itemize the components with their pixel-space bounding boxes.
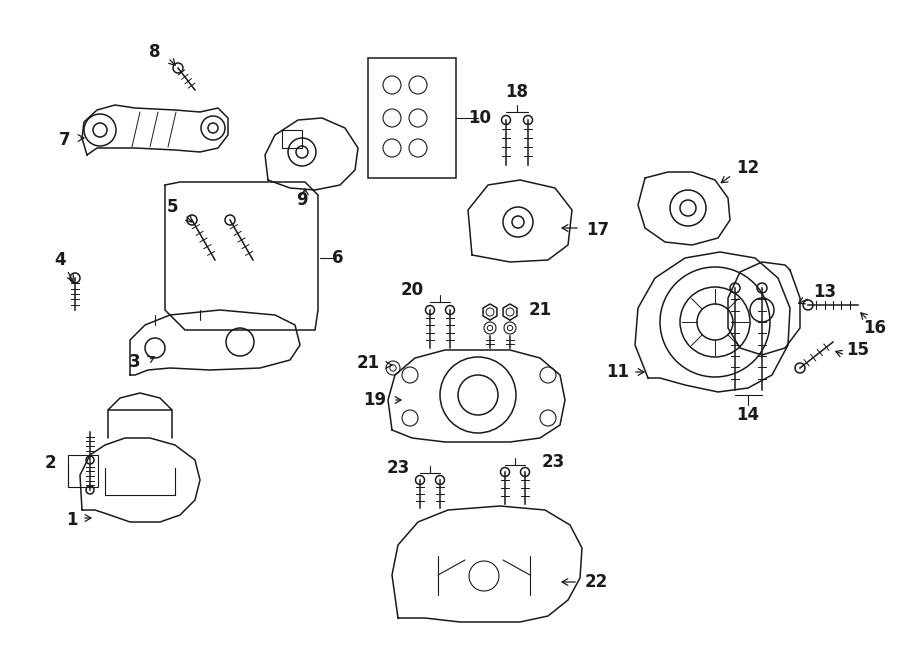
Text: 21: 21 xyxy=(356,354,380,372)
Text: 20: 20 xyxy=(400,281,424,299)
Text: 23: 23 xyxy=(386,459,410,477)
Text: 22: 22 xyxy=(584,573,608,591)
Text: 8: 8 xyxy=(149,43,161,61)
Text: 3: 3 xyxy=(130,353,140,371)
Text: 16: 16 xyxy=(863,319,886,337)
Bar xyxy=(282,130,302,148)
Text: 2: 2 xyxy=(44,454,56,472)
Text: 23: 23 xyxy=(542,453,564,471)
Text: 18: 18 xyxy=(506,83,528,101)
Text: 1: 1 xyxy=(67,511,77,529)
Text: 6: 6 xyxy=(332,249,344,267)
Bar xyxy=(368,58,456,178)
Text: 15: 15 xyxy=(847,341,869,359)
Text: 17: 17 xyxy=(587,221,609,239)
Text: 21: 21 xyxy=(528,301,552,319)
Text: 13: 13 xyxy=(814,283,837,301)
Text: 19: 19 xyxy=(364,391,387,409)
Text: 4: 4 xyxy=(54,251,66,269)
Text: 12: 12 xyxy=(736,159,760,177)
Text: 10: 10 xyxy=(469,109,491,127)
Text: 9: 9 xyxy=(296,191,308,209)
Bar xyxy=(68,455,98,487)
Text: 14: 14 xyxy=(736,406,760,424)
Text: 7: 7 xyxy=(59,131,71,149)
Text: 5: 5 xyxy=(166,198,178,216)
Text: 11: 11 xyxy=(607,363,629,381)
